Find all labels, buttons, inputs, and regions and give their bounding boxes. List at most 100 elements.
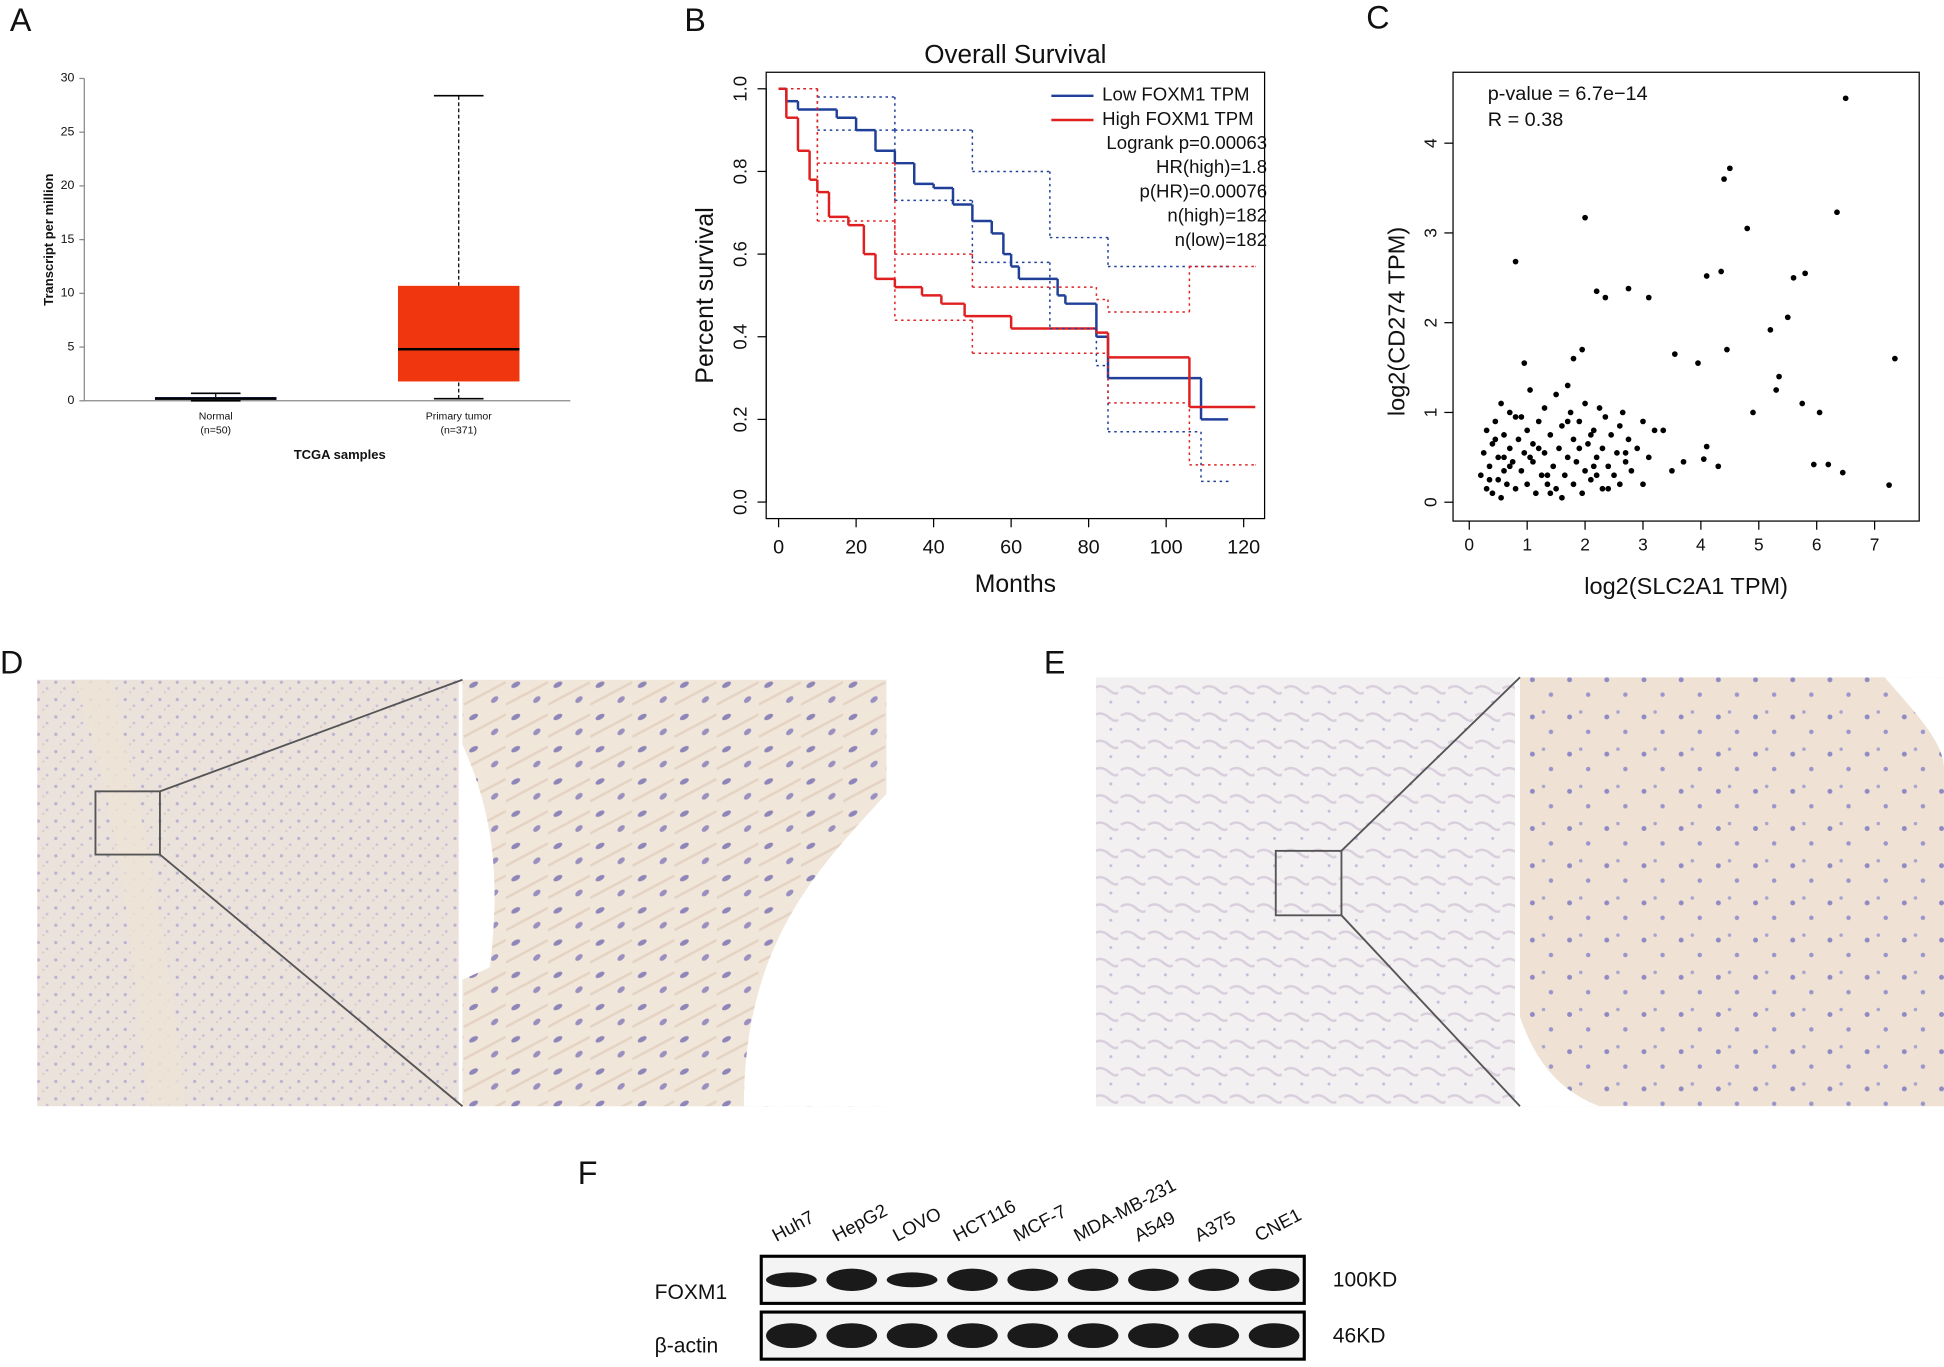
point — [1535, 418, 1542, 425]
point — [1669, 467, 1675, 474]
zoom-box — [94, 790, 161, 856]
point — [1695, 360, 1701, 366]
tissue-lumen — [462, 744, 495, 980]
point — [1611, 472, 1617, 479]
point — [1802, 270, 1808, 277]
band — [1067, 1268, 1119, 1291]
point — [1602, 294, 1609, 301]
point — [1634, 445, 1641, 452]
point — [1547, 432, 1554, 438]
point — [1645, 454, 1652, 461]
point — [1509, 458, 1516, 465]
x-tick-label: 100 — [1150, 537, 1183, 559]
point — [1524, 481, 1531, 488]
point — [1547, 490, 1554, 497]
band — [886, 1272, 938, 1288]
band — [766, 1323, 817, 1349]
point — [1596, 405, 1603, 411]
panel-label: E — [1044, 644, 1066, 680]
lane-label: HCT116 — [949, 1195, 1019, 1245]
tissue-high-mag — [1519, 677, 1944, 1107]
point — [1616, 481, 1623, 488]
y-tick-label: 5 — [67, 339, 74, 353]
y-tick-label: 0.0 — [729, 489, 750, 515]
point — [1645, 294, 1652, 301]
y-tick-label: 20 — [61, 178, 75, 192]
x-tick-label: 4 — [1696, 534, 1706, 554]
y-tick-label: 15 — [61, 232, 75, 246]
point — [1886, 482, 1892, 489]
point — [1544, 472, 1551, 479]
point — [1564, 382, 1571, 389]
point — [1799, 400, 1806, 407]
x-axis-label: TCGA samples — [294, 447, 386, 462]
legend-label: High FOXM1 TPM — [1102, 108, 1253, 129]
point — [1532, 490, 1539, 497]
point — [1527, 454, 1533, 461]
zoom-line — [1340, 676, 1521, 852]
y-axis-label: Percent survival — [692, 207, 719, 383]
point — [1541, 405, 1548, 411]
tissue-low-mag — [1095, 677, 1516, 1107]
y-tick-label: 3 — [1421, 228, 1441, 238]
y-tick-label: 0.4 — [729, 324, 750, 350]
band — [1188, 1268, 1240, 1291]
annotation: p-value = 6.7e−14 — [1488, 83, 1648, 105]
point — [1616, 423, 1623, 429]
x-tick-label: Normal — [199, 411, 233, 423]
y-tick-label: 4 — [1421, 138, 1441, 148]
point — [1593, 454, 1600, 461]
point — [1541, 449, 1548, 456]
point — [1590, 463, 1597, 470]
zoom-line — [1340, 914, 1521, 1107]
row-label: FOXM1 — [655, 1281, 728, 1304]
point — [1839, 469, 1846, 476]
panel-label: D — [0, 644, 23, 680]
point — [1495, 454, 1502, 461]
band — [947, 1268, 998, 1291]
y-tick-label: 2 — [1421, 318, 1441, 328]
point — [1553, 485, 1559, 492]
point — [1506, 445, 1513, 452]
y-tick-label: 0 — [67, 393, 74, 407]
point — [1492, 436, 1499, 443]
point — [1593, 472, 1600, 479]
tissue-lumen — [743, 793, 887, 1107]
y-tick-label: 0.2 — [729, 406, 750, 432]
x-axis-label: Months — [975, 571, 1056, 598]
point — [1721, 176, 1727, 182]
panel-label: A — [10, 2, 32, 38]
point — [1506, 409, 1513, 416]
point — [1564, 418, 1571, 425]
point — [1570, 481, 1577, 488]
band — [1248, 1268, 1300, 1291]
point — [1480, 449, 1487, 456]
x-tick-label: 7 — [1870, 534, 1880, 554]
band — [1128, 1268, 1179, 1291]
x-tick-label: 120 — [1227, 537, 1260, 559]
zoom-line — [159, 853, 464, 1107]
point — [1892, 355, 1898, 362]
x-axis-label: log2(SLC2A1 TPM) — [1584, 573, 1788, 599]
zoom-line — [159, 678, 463, 793]
zoom-box — [1274, 849, 1343, 917]
row-label: β-actin — [655, 1334, 719, 1357]
point — [1573, 458, 1580, 465]
point — [1576, 445, 1583, 452]
point — [1585, 441, 1591, 447]
annotation: p(HR)=0.00076 — [1140, 180, 1268, 201]
survival-chart: Overall Survival Months Percent survival 0.… — [692, 39, 1267, 598]
point — [1518, 467, 1525, 474]
point — [1550, 463, 1557, 470]
point — [1564, 454, 1571, 461]
point — [1703, 443, 1710, 450]
point — [1726, 165, 1733, 172]
lane-label: HepG2 — [829, 1199, 891, 1245]
point — [1608, 432, 1614, 438]
x-tick-label: 0 — [773, 537, 784, 559]
band — [1128, 1323, 1179, 1349]
box — [397, 285, 520, 382]
